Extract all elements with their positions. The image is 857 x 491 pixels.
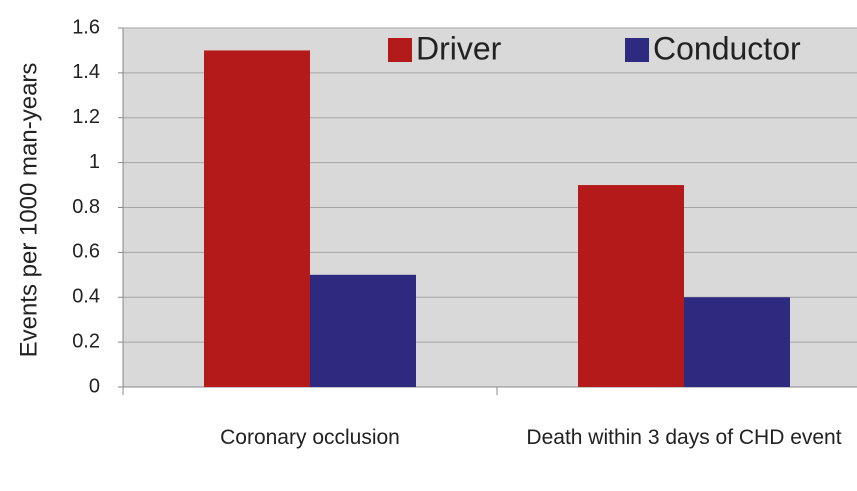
y-tick-label: 0.6 xyxy=(72,241,100,263)
y-tick-label: 0.4 xyxy=(72,286,100,308)
legend-swatch xyxy=(388,38,412,62)
bar xyxy=(204,50,310,387)
y-tick-label: 1 xyxy=(89,151,100,173)
x-tick-label: Coronary occlusion xyxy=(220,426,400,449)
legend-label: Driver xyxy=(416,30,502,66)
y-tick-label: 1.4 xyxy=(72,61,100,83)
y-tick-label: 1.2 xyxy=(72,106,100,128)
y-tick-label: 0 xyxy=(89,375,100,397)
y-tick-label: 1.6 xyxy=(72,16,100,38)
bar xyxy=(578,185,684,387)
legend-swatch xyxy=(625,38,649,62)
bar xyxy=(684,297,790,387)
y-axis-label: Events per 1000 man-years xyxy=(15,63,42,358)
legend-label: Conductor xyxy=(653,30,801,66)
x-tick-label: Death within 3 days of CHD event xyxy=(526,426,842,449)
y-tick-label: 0.8 xyxy=(72,196,100,218)
y-tick-label: 0.2 xyxy=(72,330,100,352)
bar xyxy=(310,274,416,387)
